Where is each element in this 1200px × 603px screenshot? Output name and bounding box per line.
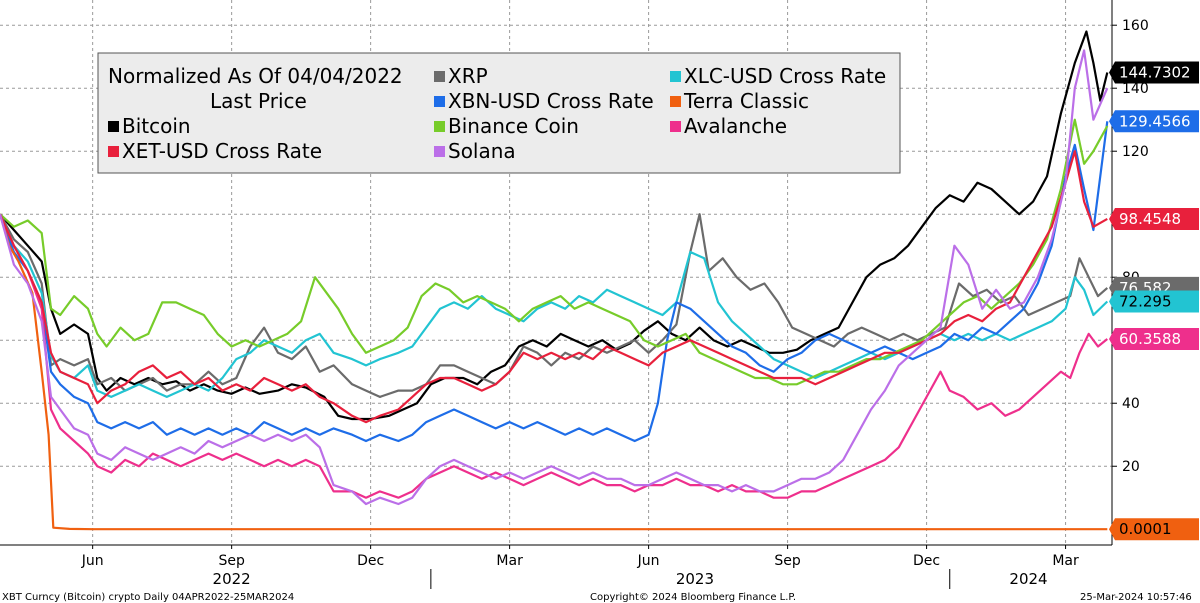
legend-swatch [434,121,445,132]
legend-swatch [108,146,119,157]
legend-swatch [108,121,119,132]
legend-item-terra-classic: Terra Classic [670,89,809,113]
footer-timestamp: 25-Mar-2024 10:57:46 [1080,592,1192,603]
badge-xet-usd-cross-rate: 98.4548 [1109,207,1199,230]
legend-item-solana: Solana [434,139,516,163]
badge-shape [1109,207,1199,230]
legend-label: Binance Coin [448,114,579,138]
legend-box [97,52,901,174]
legend-label: Bitcoin [122,114,191,138]
badge-label: 0.0001 [1119,520,1172,538]
badge-label: 144.7302 [1119,63,1191,81]
legend-item-xbn-usd-cross-rate: XBN-USD Cross Rate [434,89,654,113]
footer: XBT Curncy (Bitcoin) crypto Daily 04APR2… [2,592,1192,603]
badge-xlc-usd-cross-rate: 72.295 [1109,290,1199,313]
x-tick-label: Dec [913,553,940,569]
x-tick-label: Jun [637,553,660,569]
legend-swatch [434,146,445,157]
badge-shape [1109,110,1199,133]
x-tick-label: Jun [81,553,104,569]
legend-label: XLC-USD Cross Rate [684,64,886,88]
legend-swatch [670,71,681,82]
legend-swatch [670,121,681,132]
series-line-bitcoin [0,30,1109,421]
y-tick-label: 140 [1122,81,1149,97]
axes: 20406080100120140160JunSepDecMarJunSepDe… [0,0,1149,589]
year-label: 2022 [213,570,251,588]
x-tick-label: Mar [1052,553,1079,569]
legend-label: XET-USD Cross Rate [122,139,322,163]
x-tick-label: Sep [774,553,801,569]
series-line-xbn-usd-cross-rate [0,121,1109,443]
badge-shape [1109,518,1199,541]
legend-label: Avalanche [684,114,787,138]
badge-avalanche: 60.3588 [1109,327,1199,350]
badge-label: 60.3588 [1119,330,1181,348]
badge-label: 129.4566 [1119,112,1191,130]
series-line-terra-classic [0,213,1108,531]
y-tick-label: 120 [1122,144,1149,160]
badge-shape [1109,290,1199,313]
legend-swatch [434,71,445,82]
legend-item-xrp: XRP [434,64,488,88]
chart-subtitle: Last Price [210,89,307,113]
legend-label: XRP [448,64,488,88]
series-line-xrp [0,213,1109,398]
series-line-xlc-usd-cross-rate [0,213,1109,398]
legend-swatch [434,96,445,107]
badge-shape [1109,61,1199,84]
year-label: 2023 [676,570,714,588]
series-line-xet-usd-cross-rate [0,150,1108,424]
series-line-binance-coin [0,118,1109,386]
badge-label: 72.295 [1119,292,1172,310]
footer-copyright: Copyright© 2024 Bloomberg Finance L.P. [590,592,796,603]
badge-label: 98.4548 [1119,210,1181,228]
series-line-avalanche [0,213,1108,499]
year-label: 2024 [1009,570,1047,588]
legend: Normalized As Of 04/04/2022 Last Price B… [97,52,901,174]
last-value-badges: 144.730276.58272.295129.45660.000160.358… [1109,61,1199,541]
legend-swatch [670,96,681,107]
legend-item-bitcoin: Bitcoin [108,114,191,138]
legend-item-avalanche: Avalanche [670,114,787,138]
footer-source: XBT Curncy (Bitcoin) crypto Daily 04APR2… [2,592,294,603]
badge-shape [1109,327,1199,350]
legend-item-binance-coin: Binance Coin [434,114,579,138]
legend-label: Solana [448,139,516,163]
legend-label: XBN-USD Cross Rate [448,89,654,113]
badge-bitcoin: 144.7302 [1109,61,1199,84]
legend-label: Terra Classic [683,89,809,113]
y-tick-label: 20 [1122,459,1140,475]
series-layer [0,30,1109,531]
y-tick-label: 160 [1122,18,1149,34]
x-tick-label: Sep [218,553,245,569]
x-tick-label: Mar [496,553,523,569]
x-tick-label: Dec [357,553,384,569]
chart-title: Normalized As Of 04/04/2022 [108,64,403,88]
legend-item-xet-usd-cross-rate: XET-USD Cross Rate [108,139,322,163]
series-line-solana [0,49,1109,506]
y-tick-label: 40 [1122,396,1140,412]
badge-xbn-usd-cross-rate: 129.4566 [1109,110,1199,133]
legend-item-xlc-usd-cross-rate: XLC-USD Cross Rate [670,64,886,88]
badge-terra-classic: 0.0001 [1109,518,1199,541]
